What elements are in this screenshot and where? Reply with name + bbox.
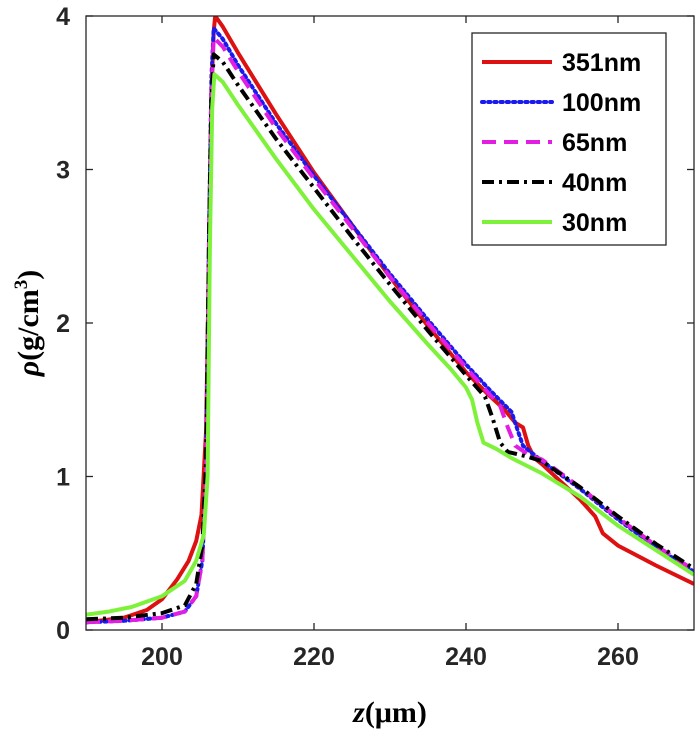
series-line-40nm — [86, 52, 694, 622]
y-axis-label: ρ(g/cm3) — [11, 270, 45, 378]
y-tick-label: 0 — [56, 617, 70, 645]
series-line-65nm — [86, 35, 694, 625]
y-tick-label: 2 — [56, 310, 70, 338]
series-layer — [86, 16, 694, 625]
legend-label-351nm: 351nm — [562, 49, 641, 77]
y-axis-label-superscript: 3 — [11, 280, 32, 290]
series-line-30nm — [86, 72, 694, 617]
legend-label-30nm: 30nm — [562, 209, 627, 237]
x-axis-label-unit: (μm) — [365, 696, 427, 729]
legend-label-40nm: 40nm — [562, 169, 627, 197]
x-tick-label: 220 — [293, 643, 335, 671]
y-tick-label: 3 — [56, 157, 70, 185]
x-axis-label-symbol: z — [352, 696, 365, 729]
y-tick-label: 1 — [56, 464, 70, 492]
y-tick-label: 4 — [56, 3, 70, 31]
legend-label-65nm: 65nm — [562, 129, 627, 157]
y-axis-label-close: ) — [12, 270, 45, 280]
x-tick-label: 240 — [445, 643, 487, 671]
y-axis-label-symbol: ρ — [12, 361, 45, 377]
legend: 351nm 100nm 65nm 40nm 30nm — [471, 32, 667, 246]
ticks-layer: 200 220 240 260 0 1 2 3 4 — [56, 3, 694, 671]
y-axis-label-unit: (g/cm — [12, 289, 45, 361]
x-tick-label: 200 — [141, 643, 183, 671]
legend-box — [471, 32, 667, 246]
x-tick-label: 260 — [597, 643, 639, 671]
x-axis-label: z(μm) — [352, 696, 427, 729]
legend-label-100nm: 100nm — [562, 89, 641, 117]
